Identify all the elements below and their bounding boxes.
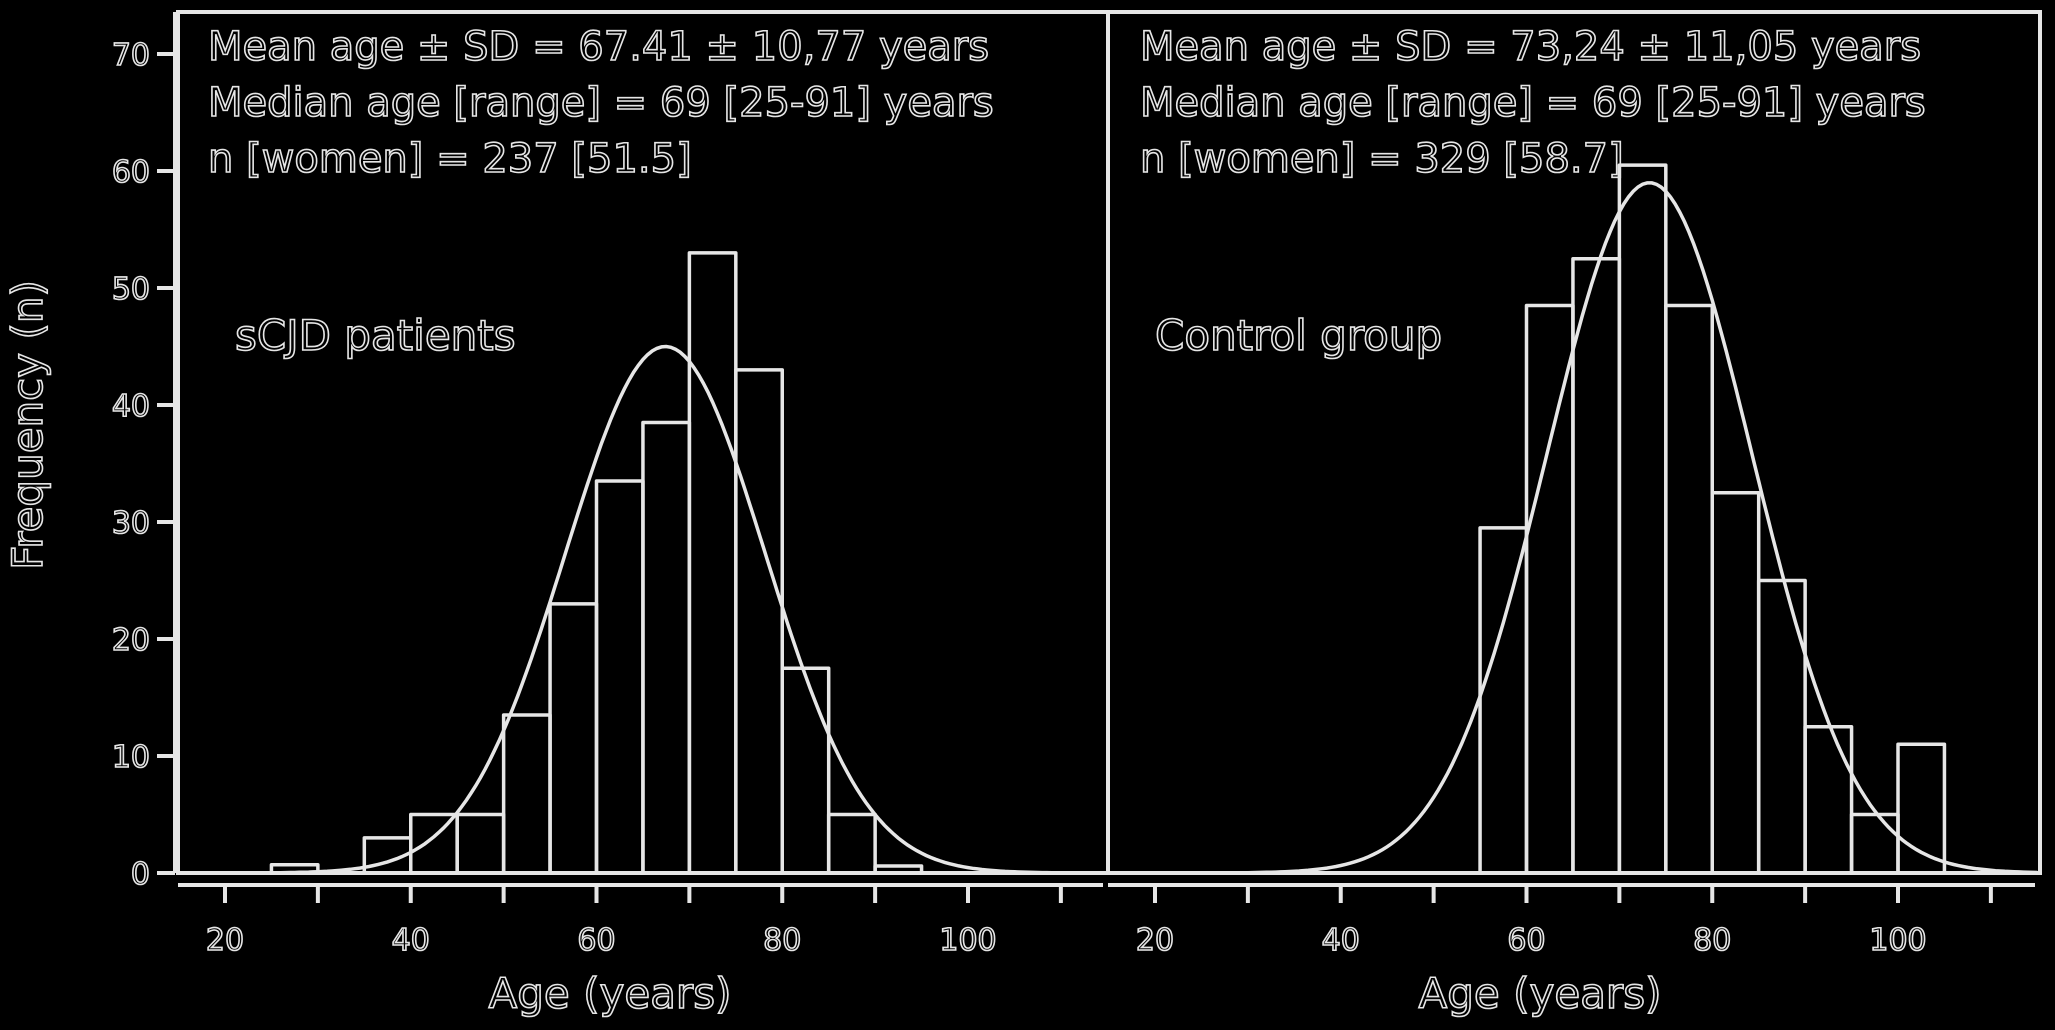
- annotation-line: n [women] = 329 [58.7]: [1140, 136, 1624, 182]
- histogram-bar: [780, 666, 831, 875]
- annotation-line: Median age [range] = 69 [25-91] years: [1140, 80, 1926, 126]
- histogram-bar: [1478, 526, 1529, 875]
- x-tick-label: 40: [1322, 923, 1360, 958]
- x-tick-label: 80: [763, 923, 801, 958]
- panel-1: 20 40 60 80 100 Age (years) Mean age ± SD = 67…: [176, 10, 1110, 1019]
- x-tick-label: 20: [1136, 923, 1174, 958]
- histogram-bar: [1710, 491, 1761, 875]
- normal-fit-curve: [225, 344, 1108, 875]
- x-tick-label: 20: [206, 923, 244, 958]
- histogram-bar: [1664, 303, 1714, 875]
- group-label: Control group: [1155, 311, 1442, 360]
- y-tick-label: 10: [112, 740, 150, 775]
- histogram-bar: [594, 479, 645, 875]
- histogram-bar: [501, 713, 552, 875]
- histogram-bar: [641, 420, 692, 875]
- x-tick-label: 100: [939, 923, 996, 958]
- y-tick-label: 70: [112, 38, 150, 73]
- histogram-bar: [826, 812, 877, 875]
- histogram-bar: [1524, 303, 1575, 875]
- x-tick-label: 100: [1869, 923, 1926, 958]
- histogram-bar: [548, 602, 599, 875]
- y-tick-label: 0: [131, 857, 150, 892]
- histogram-bar: [1849, 812, 1900, 875]
- panel-2: 20 40 60 80 100 Age (years) Mean age ± SD = 73…: [1106, 10, 2042, 1019]
- annotation-line: Median age [range] = 69 [25-91] years: [208, 80, 994, 126]
- histogram-bar: [687, 251, 738, 875]
- histogram-bar: [734, 368, 784, 875]
- panels: 20 40 60 80 100 Age (years) Mean age ± SD = 67…: [176, 10, 2042, 1019]
- y-axis: 0 10 20 30 40 50 60 70: [111, 12, 177, 893]
- x-tick-label: 40: [392, 923, 430, 958]
- x-tick-label: 60: [1507, 923, 1545, 958]
- y-tick-label: 50: [112, 272, 150, 307]
- x-axis-label: Age (years): [489, 969, 732, 1018]
- y-tick-label: 60: [112, 155, 150, 190]
- group-label: sCJD patients: [235, 311, 516, 360]
- y-tick-label: 40: [112, 389, 150, 424]
- histogram-bar: [455, 812, 506, 875]
- histogram-bar: [1571, 257, 1622, 875]
- x-axis-label: Age (years): [1419, 969, 1662, 1018]
- y-tick-label: 20: [112, 623, 150, 658]
- annotation-line: n [women] = 237 [51.5]: [208, 136, 692, 182]
- histogram-bar: [1617, 163, 1668, 875]
- annotation-line: Mean age ± SD = 73,24 ± 11,05 years: [1140, 24, 1921, 70]
- histogram-bar: [873, 864, 924, 875]
- y-tick-label: 30: [112, 506, 150, 541]
- y-axis-label: Frequency (n): [3, 280, 52, 570]
- normal-fit-curve: [1108, 181, 2038, 875]
- histogram-bar: [1756, 578, 1807, 875]
- histogram-bar: [1803, 725, 1854, 875]
- histogram-bar: [1896, 742, 1947, 875]
- x-tick-label: 60: [577, 923, 615, 958]
- annotation-line: Mean age ± SD = 67.41 ± 10,77 years: [208, 24, 989, 70]
- x-tick-label: 80: [1693, 923, 1731, 958]
